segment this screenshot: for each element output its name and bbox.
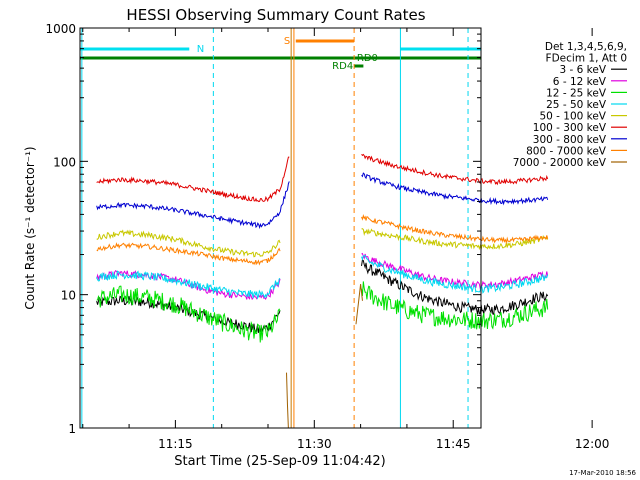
- y-tick-label: 1000: [45, 22, 76, 36]
- series-line-7000-20000kev-kev-before: [286, 372, 289, 429]
- series-line-50-100kev-kev-before: [96, 229, 281, 258]
- x-tick-label: 11:45: [436, 437, 471, 451]
- time-guide-lines: [81, 28, 469, 428]
- legend-entry-label: 3 - 6 keV: [559, 64, 606, 76]
- x-tick-label: 11:15: [158, 437, 193, 451]
- series-line-3-6kev-kev-after: [361, 259, 549, 315]
- night-flag-label: N: [197, 44, 204, 55]
- y-tick-label: 10: [61, 289, 76, 303]
- series-line-100-300kev-kev-after: [361, 153, 549, 186]
- series-line-100-300kev-kev-before: [96, 156, 290, 203]
- series-line-3-6kev-kev-before: [96, 295, 281, 333]
- series-line-12-25kev-kev-before: [96, 285, 281, 343]
- series-line-800-7000kev-kev-before: [96, 242, 281, 266]
- x-axis-label: Start Time (25-Sep-09 11:04:42): [174, 454, 385, 469]
- legend-header: Det 1,3,4,5,6,9,: [545, 41, 627, 53]
- legend-entry-label: 300 - 800 keV: [533, 134, 607, 146]
- chart-title: HESSI Observing Summary Count Rates: [126, 6, 425, 24]
- rd0-flag-label: RD0: [357, 53, 378, 64]
- x-tick-label: 12:00: [575, 437, 610, 451]
- series-line-25-50kev-kev-before: [96, 270, 281, 300]
- legend-entry-label: 100 - 300 keV: [533, 122, 607, 134]
- render-timestamp: 17-Mar-2010 18:56: [569, 469, 636, 477]
- plot-frame: [79, 27, 482, 429]
- legend-entry-label: 800 - 7000 keV: [526, 145, 607, 157]
- legend-entry-label: 7000 - 20000 keV: [513, 157, 607, 169]
- y-tick-label: 1: [68, 422, 76, 436]
- legend-entry-label: 50 - 100 keV: [539, 111, 606, 123]
- series-line-6-12kev-kev-before: [96, 270, 281, 301]
- series-line-800-7000kev-kev-after: [361, 213, 549, 245]
- series-line-300-800kev-kev-before: [96, 181, 290, 230]
- series-line-50-100kev-kev-after: [361, 228, 549, 251]
- y-axis-label: Count Rate (s⁻¹ detector⁻¹): [23, 146, 37, 309]
- legend: Det 1,3,4,5,6,9,FDecim 1, Att 03 - 6 keV…: [513, 41, 627, 169]
- y-axis: 1 10 100 1000: [45, 22, 481, 436]
- series-line-12-25kev-kev-after: [361, 281, 549, 330]
- legend-entry-label: 12 - 25 keV: [546, 87, 607, 99]
- rd4-flag-label: RD4: [332, 61, 353, 72]
- legend-entry-label: 25 - 50 keV: [546, 99, 607, 111]
- y-tick-label: 100: [53, 155, 76, 169]
- legend-entry-label: 6 - 12 keV: [553, 76, 607, 88]
- series-line-300-800kev-kev-after: [361, 172, 549, 206]
- saa-flag-label: S: [284, 36, 290, 47]
- series-line-25-50kev-kev-after: [361, 254, 549, 294]
- legend-header: FDecim 1, Att 0: [546, 53, 627, 65]
- series-line-6-12kev-kev-after: [361, 252, 549, 290]
- x-tick-label: 11:30: [297, 437, 332, 451]
- series-line-7000-20000kev-kev-after: [355, 284, 363, 325]
- instrument-flags: N S RD0 RD4: [80, 36, 481, 72]
- series-layer: [96, 153, 549, 429]
